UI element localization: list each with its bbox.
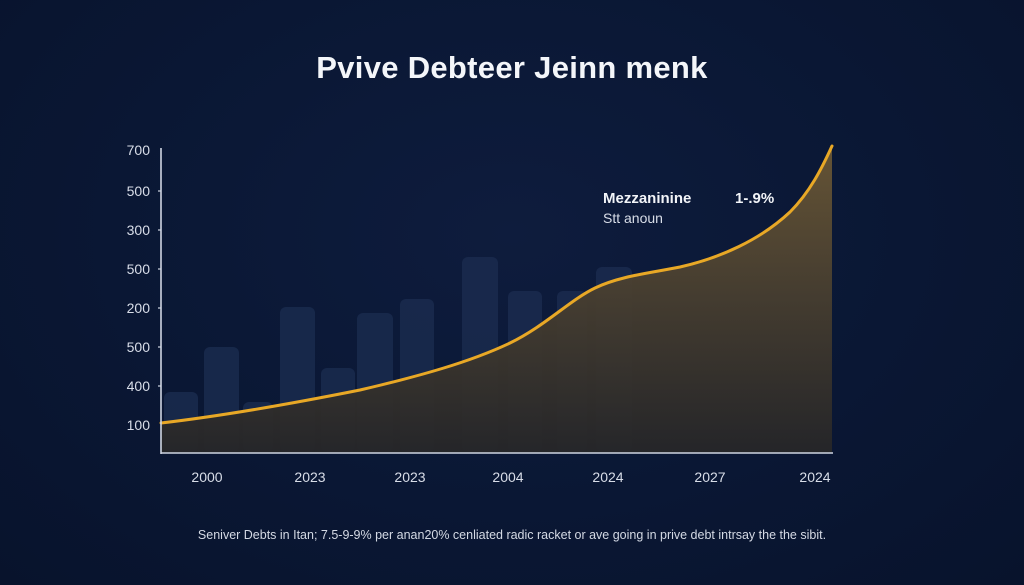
annotation-value: 1-.9% xyxy=(735,190,775,207)
annotation-subtitle: Stt anoun xyxy=(603,210,663,226)
y-tick-label: 500 xyxy=(126,339,150,355)
x-tick-label: 2023 xyxy=(294,469,326,485)
chart-title: Pvive Debteer Jeinn menk xyxy=(316,50,708,85)
x-tick-label: 2024 xyxy=(592,469,624,485)
y-tick-label: 700 xyxy=(126,142,150,158)
area-fill xyxy=(161,146,832,453)
y-tick-label: 500 xyxy=(126,183,150,199)
x-tick-label: 2023 xyxy=(394,469,426,485)
y-tick-label: 500 xyxy=(126,261,150,277)
x-tick-label: 2024 xyxy=(799,469,831,485)
y-tick-label: 100 xyxy=(126,417,150,433)
x-tick-label: 2004 xyxy=(492,469,524,485)
trend-line xyxy=(159,144,834,425)
y-ticks xyxy=(158,190,161,387)
y-tick-label: 200 xyxy=(126,300,150,316)
y-tick-label: 300 xyxy=(126,222,150,238)
x-tick-label: 2000 xyxy=(191,469,223,485)
y-tick-label: 400 xyxy=(126,378,150,394)
annotation-label: Mezzaninine xyxy=(603,190,692,207)
footnote: Seniver Debts in Itan; 7.5-9-9% per anan… xyxy=(197,528,827,542)
x-tick-label: 2027 xyxy=(694,469,726,485)
